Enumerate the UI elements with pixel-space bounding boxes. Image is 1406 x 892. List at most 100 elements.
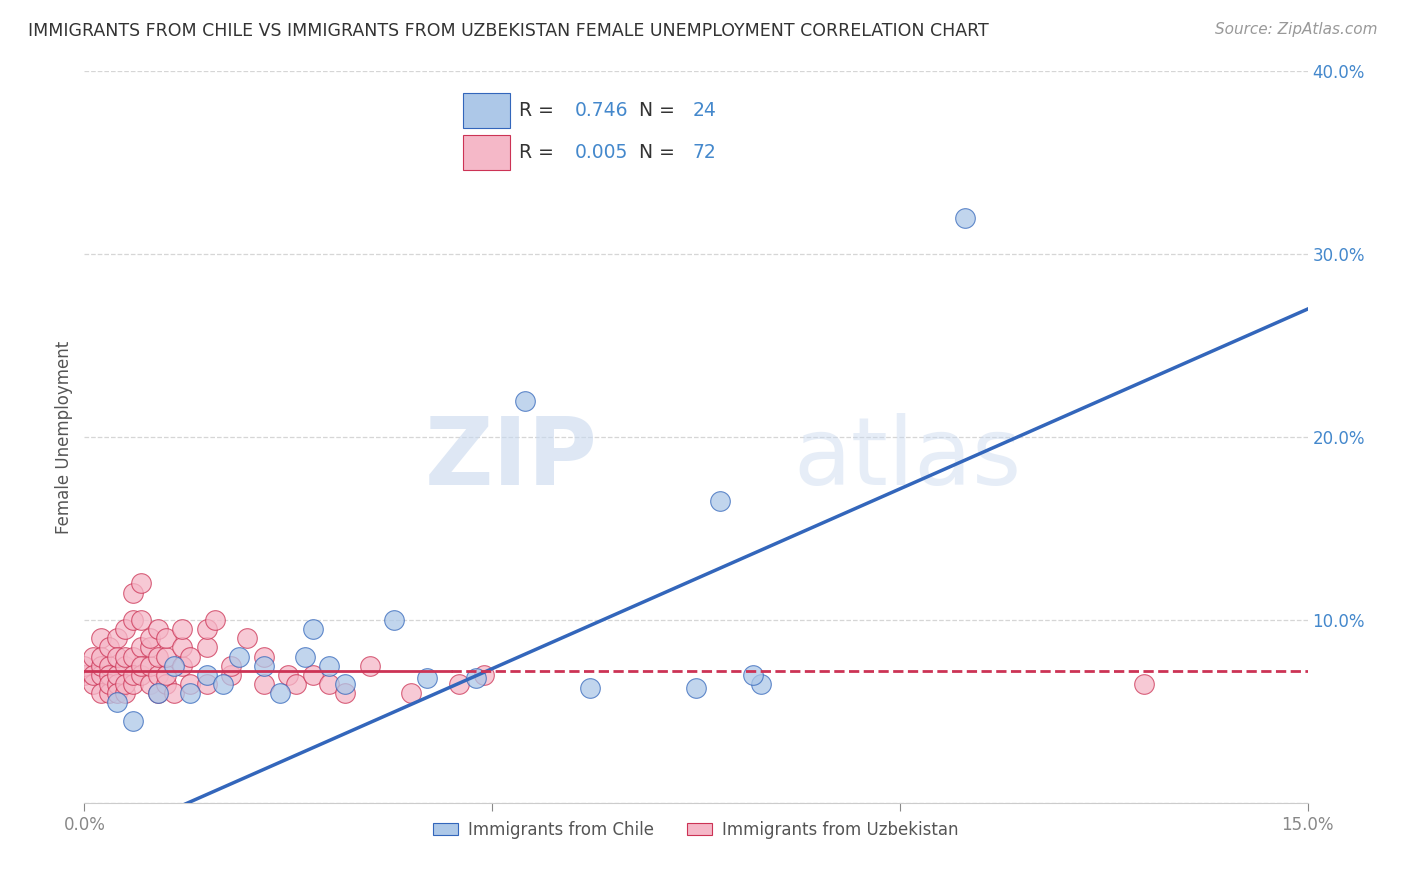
Point [172, 622, 194, 636]
Point [155, 649, 177, 664]
Point [131, 576, 153, 591]
Point [122, 649, 145, 664]
Point [138, 640, 160, 655]
Point [464, 672, 486, 686]
Point [277, 667, 299, 681]
Point [335, 677, 357, 691]
Text: Source: ZipAtlas.com: Source: ZipAtlas.com [1215, 22, 1378, 37]
Point [318, 658, 340, 673]
Point [294, 649, 316, 664]
Point [163, 658, 186, 673]
Point [146, 667, 169, 681]
Point [513, 393, 536, 408]
Point [285, 677, 308, 691]
Point [953, 211, 976, 225]
Point [138, 632, 160, 646]
Point [155, 677, 177, 691]
Point [219, 667, 242, 681]
Point [131, 667, 153, 681]
Point [97, 686, 120, 700]
Point [73, 667, 96, 681]
Point [155, 667, 177, 681]
Point [122, 613, 145, 627]
Point [146, 686, 169, 700]
Point [131, 658, 153, 673]
Point [146, 622, 169, 636]
Point [90, 686, 112, 700]
Point [97, 658, 120, 673]
Point [335, 686, 357, 700]
Point [195, 622, 218, 636]
Point [172, 658, 194, 673]
Point [122, 677, 145, 691]
Point [253, 658, 276, 673]
Point [195, 677, 218, 691]
Point [105, 649, 128, 664]
Point [90, 658, 112, 673]
Text: atlas: atlas [794, 413, 1022, 505]
Point [82, 667, 104, 681]
Point [114, 658, 136, 673]
Point [416, 672, 439, 686]
Point [449, 677, 471, 691]
Point [114, 649, 136, 664]
Point [742, 667, 765, 681]
Point [105, 677, 128, 691]
Point [105, 686, 128, 700]
Point [472, 667, 495, 681]
Point [359, 658, 381, 673]
Point [301, 667, 323, 681]
Point [90, 632, 112, 646]
Point [228, 649, 250, 664]
Point [749, 677, 772, 691]
Point [253, 649, 276, 664]
Point [172, 640, 194, 655]
Point [1133, 677, 1156, 691]
Point [122, 585, 145, 599]
Point [709, 494, 731, 508]
Point [138, 677, 160, 691]
Point [90, 649, 112, 664]
Point [131, 613, 153, 627]
Point [146, 686, 169, 700]
Point [685, 681, 707, 695]
Point [179, 649, 201, 664]
Legend: Immigrants from Chile, Immigrants from Uzbekistan: Immigrants from Chile, Immigrants from U… [426, 814, 966, 846]
Point [236, 632, 259, 646]
Point [131, 640, 153, 655]
Point [122, 667, 145, 681]
Text: IMMIGRANTS FROM CHILE VS IMMIGRANTS FROM UZBEKISTAN FEMALE UNEMPLOYMENT CORRELAT: IMMIGRANTS FROM CHILE VS IMMIGRANTS FROM… [28, 22, 988, 40]
Point [97, 640, 120, 655]
Point [163, 686, 186, 700]
Point [253, 677, 276, 691]
Point [90, 667, 112, 681]
Point [195, 640, 218, 655]
Point [204, 613, 226, 627]
Point [138, 658, 160, 673]
Point [179, 686, 201, 700]
Point [105, 632, 128, 646]
Point [97, 667, 120, 681]
Point [318, 677, 340, 691]
Y-axis label: Female Unemployment: Female Unemployment [55, 341, 73, 533]
Point [179, 677, 201, 691]
Point [195, 667, 218, 681]
Point [155, 632, 177, 646]
Point [114, 677, 136, 691]
Point [579, 681, 602, 695]
Point [146, 649, 169, 664]
Point [114, 622, 136, 636]
Point [219, 658, 242, 673]
Point [114, 686, 136, 700]
Point [82, 677, 104, 691]
Point [97, 677, 120, 691]
Point [82, 649, 104, 664]
Text: ZIP: ZIP [425, 413, 598, 505]
Point [382, 613, 405, 627]
Point [269, 686, 291, 700]
Point [399, 686, 422, 700]
Point [212, 677, 235, 691]
Point [73, 658, 96, 673]
Point [301, 622, 323, 636]
Point [122, 714, 145, 728]
